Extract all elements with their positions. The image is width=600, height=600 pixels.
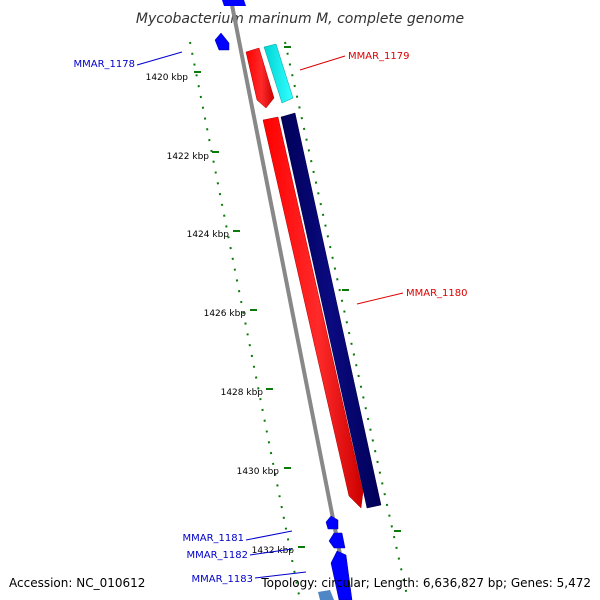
label-leader-lines <box>136 51 404 579</box>
map-title: Mycobacterium marinum M, complete genome <box>136 11 464 27</box>
gene-feature-mmar-1182[interactable] <box>328 532 346 549</box>
outer-ruler-line <box>284 41 409 600</box>
gene-label-mmar-1180[interactable]: MMAR_1180 <box>406 288 468 299</box>
accession-text: Accession: NC_010612 <box>9 576 145 590</box>
tick-label-1426: 1426 kbp <box>204 309 247 319</box>
gene-label-mmar-1179[interactable]: MMAR_1179 <box>348 51 410 62</box>
tick-label-1420: 1420 kbp <box>146 73 189 83</box>
ruler-line <box>189 41 301 600</box>
gene-feature-mmar-1183[interactable] <box>330 550 353 600</box>
gene-feature-partial-bottom[interactable] <box>318 590 334 600</box>
tick-label-1422: 1422 kbp <box>167 152 210 162</box>
tick-label-1430: 1430 kbp <box>237 467 280 477</box>
tick-label-1428: 1428 kbp <box>221 388 264 398</box>
gene-feature-mmar-1181[interactable] <box>325 515 339 530</box>
gene-label-mmar-1181[interactable]: MMAR_1181 <box>183 533 245 544</box>
gene-feature-mmar-1178[interactable] <box>214 32 230 51</box>
orf-feature-navy[interactable] <box>280 112 382 509</box>
ruler-major-ticks <box>194 46 401 548</box>
gene-feature-mmar-1179[interactable] <box>245 47 275 109</box>
topology-text: Topology: circular; Length: 6,636,827 bp… <box>260 576 591 590</box>
gene-feature-partial-top[interactable] <box>222 0 246 6</box>
orf-feature-cyan[interactable] <box>263 43 294 104</box>
gene-label-mmar-1178[interactable]: MMAR_1178 <box>74 59 136 70</box>
genome-backbone <box>229 0 351 600</box>
gene-feature-mmar-1180[interactable] <box>262 116 364 509</box>
gene-label-mmar-1183[interactable]: MMAR_1183 <box>192 574 254 585</box>
tick-label-1424: 1424 kbp <box>187 230 230 240</box>
tick-label-1432: 1432 kbp <box>252 546 295 556</box>
gene-label-mmar-1182[interactable]: MMAR_1182 <box>187 550 249 561</box>
